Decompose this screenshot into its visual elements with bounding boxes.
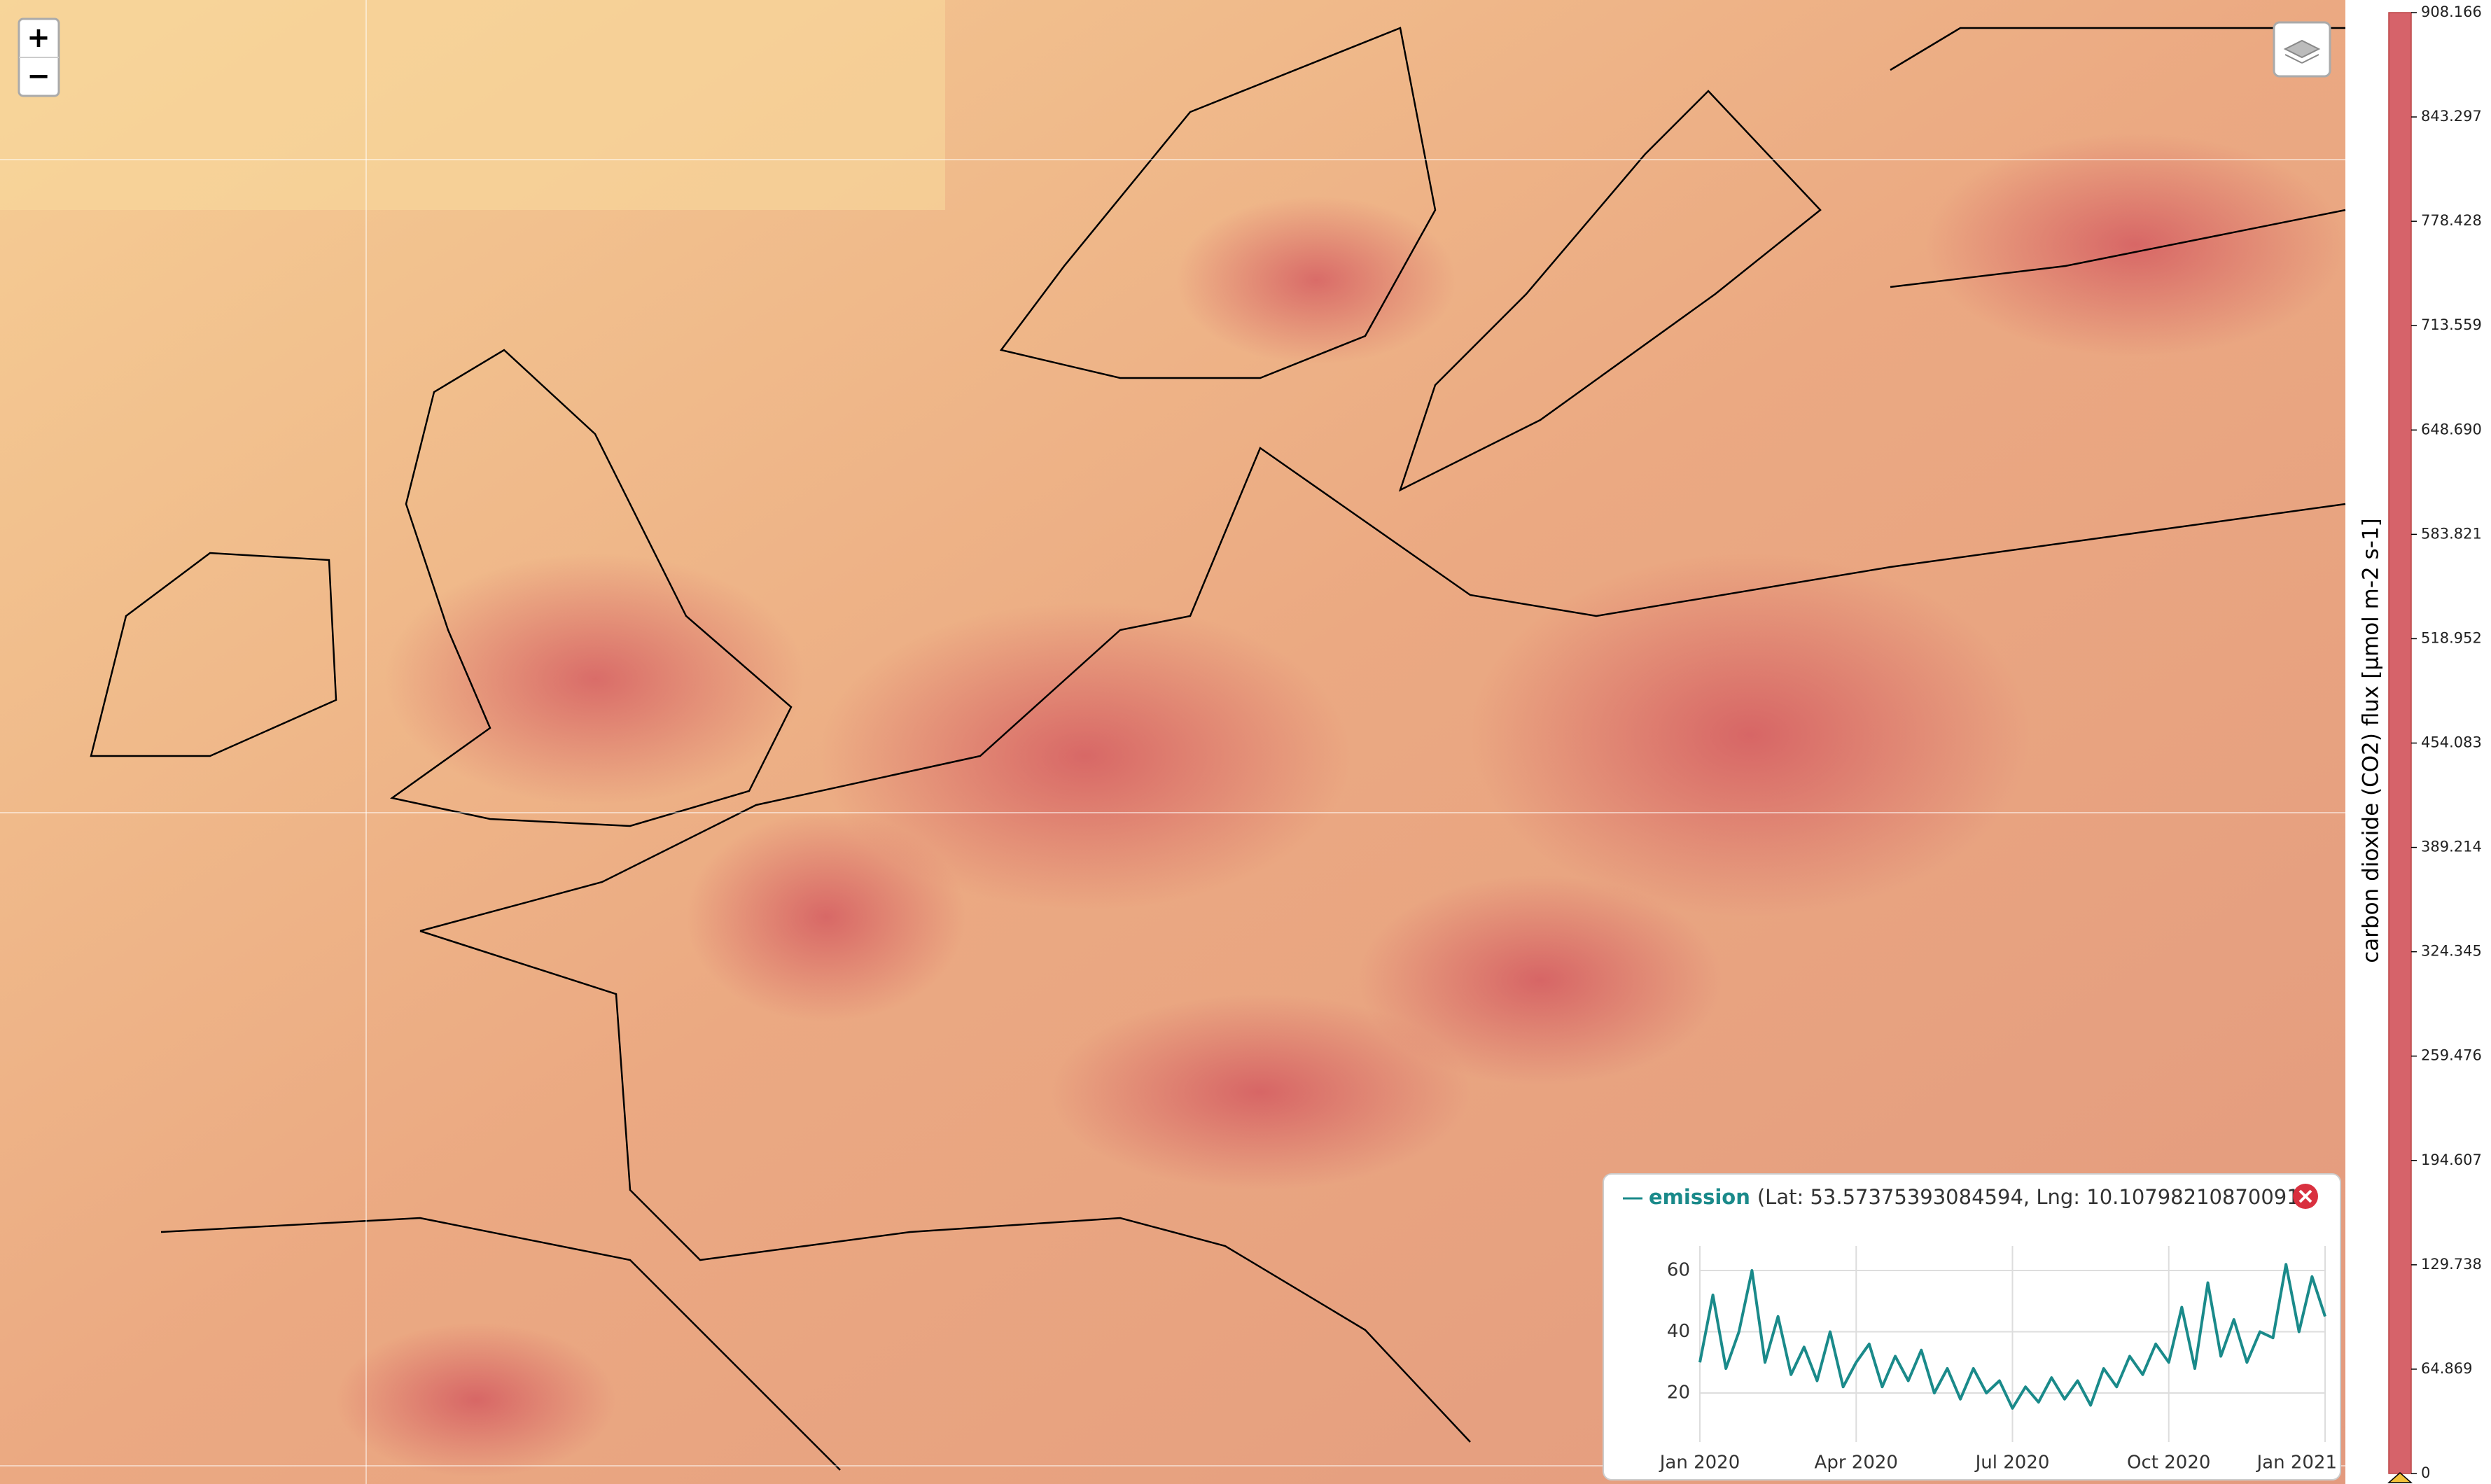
colorbar-tick-label: 648.690 [2421, 421, 2482, 438]
layers-icon [2283, 39, 2321, 64]
colorbar-tick-label: 713.559 [2421, 316, 2482, 333]
colorbar-tick-label: 259.476 [2421, 1047, 2482, 1064]
colorbar: carbon dioxide (CO2) flux [µmol m-2 s-1]… [2359, 4, 2482, 1483]
colorbar-tick-label: 129.738 [2421, 1256, 2482, 1273]
chart-popup: emission (Lat: 53.57375393084594, Lng: 1… [1603, 1173, 2341, 1480]
colorbar-tick-label: 583.821 [2421, 525, 2482, 542]
colorbar-tick-label: 843.297 [2421, 108, 2482, 125]
x-tick-label: Jul 2020 [1974, 1452, 2050, 1474]
coastline [419, 930, 1471, 1443]
hotspot [1358, 875, 1722, 1085]
zoom-in-button[interactable]: + [27, 22, 50, 54]
colorbar-tick-label: 64.869 [2421, 1360, 2472, 1377]
zoom-control: + − [18, 18, 60, 97]
graticule [0, 0, 2345, 1484]
hotspot [1470, 553, 2030, 917]
x-tick-label: Jan 2020 [1659, 1452, 1740, 1474]
colorbar-tick-label: 518.952 [2421, 629, 2482, 646]
hotspot [1050, 994, 1470, 1190]
colorbar-tick-label: 0 [2421, 1464, 2430, 1481]
colorbar-tick-label: 778.428 [2421, 212, 2482, 229]
sea-area [0, 0, 945, 210]
coastline [160, 1217, 841, 1471]
hotspot [336, 1323, 616, 1477]
zoom-out-button[interactable]: − [27, 60, 50, 92]
layers-button[interactable] [2273, 21, 2331, 78]
colorbar-tick-label: 324.345 [2421, 943, 2482, 960]
x-tick-label: Apr 2020 [1815, 1452, 1898, 1474]
coastline [999, 27, 1437, 379]
colorbar-tick-label: 454.083 [2421, 734, 2482, 751]
colorbar-extend-min [2387, 1472, 2413, 1483]
series-line [1698, 1263, 2326, 1410]
colorbar-tick-label: 908.166 [2421, 4, 2482, 20]
popup-box [1603, 1173, 2341, 1480]
x-tick-label: Jan 2021 [2255, 1452, 2337, 1474]
x-tick-label: Oct 2020 [2127, 1452, 2210, 1474]
popup-coords: (Lat: 53.57375393084594, Lng: 10.1079821… [1757, 1185, 2308, 1209]
coastline [1890, 27, 2346, 288]
hotspot [819, 602, 1351, 910]
close-button[interactable] [2293, 1184, 2318, 1209]
y-tick-label: 20 [1667, 1382, 1690, 1404]
y-tick-label: 40 [1667, 1321, 1690, 1342]
coastline [419, 447, 2346, 932]
hotspot [385, 553, 805, 805]
colorbar-title: carbon dioxide (CO2) flux [µmol m-2 s-1] [2359, 518, 2384, 963]
close-cross [2298, 1189, 2312, 1203]
coastline [389, 349, 793, 827]
colorbar-bar [2388, 12, 2412, 1474]
emission-hotspots [336, 133, 2345, 1477]
coastline [90, 552, 337, 757]
legend-label: emission [1649, 1185, 1750, 1209]
map[interactable] [0, 0, 2346, 1484]
hotspot [686, 812, 966, 1022]
y-tick-label: 60 [1667, 1260, 1690, 1281]
colorbar-tick-label: 194.607 [2421, 1152, 2482, 1168]
colorbar-tick-label: 389.214 [2421, 839, 2482, 855]
coastlines [90, 27, 2346, 1471]
hotspot [1925, 133, 2345, 357]
hotspot [1176, 196, 1456, 364]
coastline [1398, 90, 1822, 492]
